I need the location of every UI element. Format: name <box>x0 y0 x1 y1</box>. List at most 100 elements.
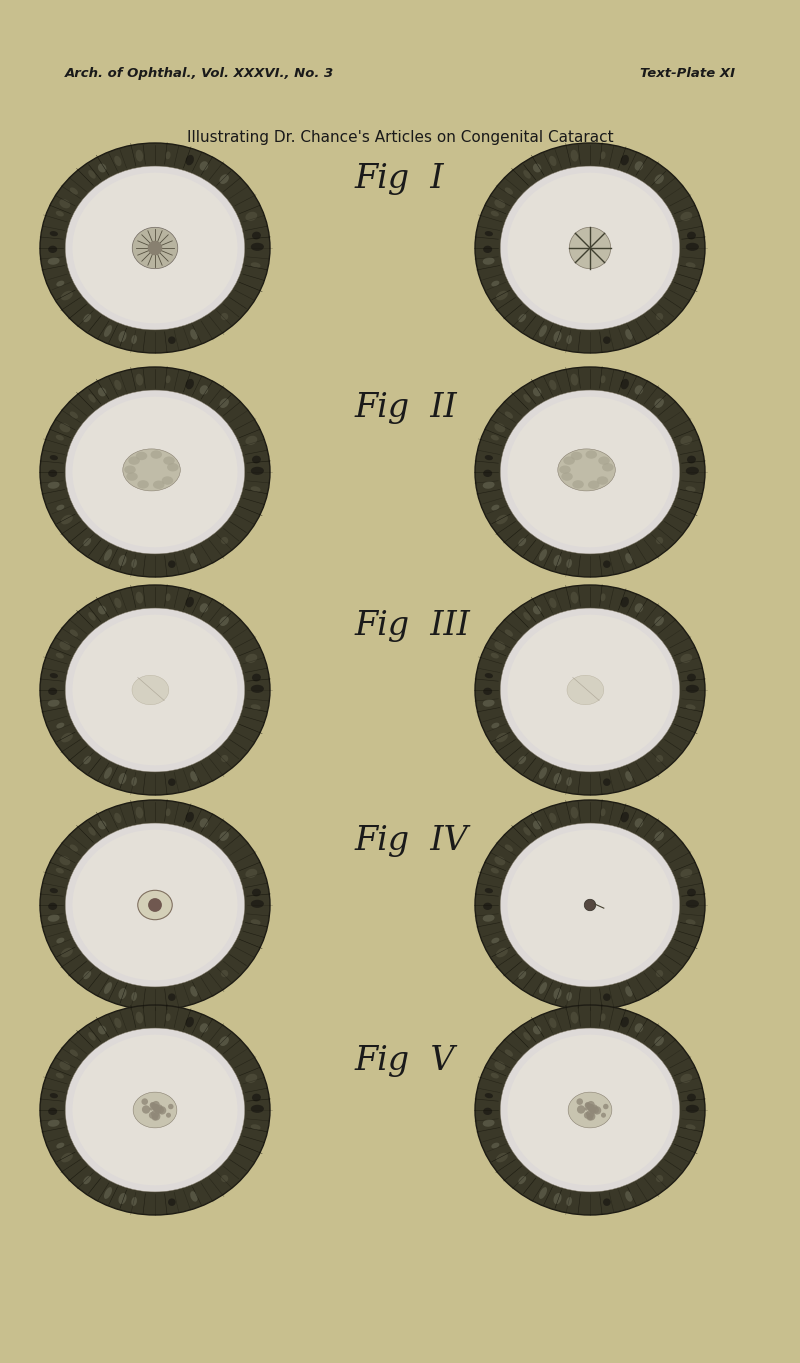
Ellipse shape <box>674 855 682 861</box>
Text: Fig  II: Fig II <box>355 393 458 424</box>
Ellipse shape <box>118 1193 126 1204</box>
Ellipse shape <box>167 463 178 472</box>
Circle shape <box>153 1105 160 1112</box>
Ellipse shape <box>680 211 692 221</box>
Ellipse shape <box>136 1011 143 1024</box>
Ellipse shape <box>675 286 686 296</box>
Ellipse shape <box>73 305 84 316</box>
Ellipse shape <box>219 398 229 408</box>
Ellipse shape <box>686 1105 699 1112</box>
Ellipse shape <box>523 1032 530 1040</box>
Ellipse shape <box>48 1108 57 1115</box>
Ellipse shape <box>475 800 705 1010</box>
Ellipse shape <box>583 151 591 158</box>
Ellipse shape <box>138 480 149 488</box>
Ellipse shape <box>166 375 170 383</box>
Circle shape <box>150 1103 156 1108</box>
Ellipse shape <box>73 830 238 980</box>
Ellipse shape <box>166 1013 170 1021</box>
Ellipse shape <box>73 1167 84 1178</box>
Ellipse shape <box>162 476 174 485</box>
Ellipse shape <box>475 367 705 577</box>
Ellipse shape <box>88 827 96 836</box>
Ellipse shape <box>625 1191 633 1202</box>
Ellipse shape <box>674 1059 682 1067</box>
Ellipse shape <box>59 641 70 650</box>
Ellipse shape <box>73 747 84 758</box>
Ellipse shape <box>600 151 606 159</box>
Ellipse shape <box>239 639 247 646</box>
Ellipse shape <box>674 639 682 646</box>
Ellipse shape <box>131 1197 137 1206</box>
Ellipse shape <box>598 457 610 465</box>
Ellipse shape <box>149 151 157 158</box>
Ellipse shape <box>48 1119 59 1127</box>
Ellipse shape <box>250 262 261 269</box>
Ellipse shape <box>549 1018 557 1028</box>
Circle shape <box>166 1112 171 1118</box>
Ellipse shape <box>625 553 633 564</box>
Ellipse shape <box>494 423 506 432</box>
Circle shape <box>152 1112 160 1120</box>
Ellipse shape <box>621 155 629 165</box>
Ellipse shape <box>239 198 247 204</box>
Ellipse shape <box>61 515 73 525</box>
Ellipse shape <box>475 585 705 795</box>
Ellipse shape <box>240 510 251 519</box>
Ellipse shape <box>66 390 245 553</box>
Ellipse shape <box>200 386 208 395</box>
Ellipse shape <box>485 889 493 893</box>
Ellipse shape <box>98 605 106 615</box>
Ellipse shape <box>507 830 673 980</box>
Ellipse shape <box>600 1013 606 1021</box>
Ellipse shape <box>568 1092 612 1127</box>
Ellipse shape <box>48 915 59 921</box>
Ellipse shape <box>250 705 261 710</box>
Ellipse shape <box>554 555 562 566</box>
Ellipse shape <box>570 592 578 604</box>
Ellipse shape <box>232 526 239 533</box>
Ellipse shape <box>508 962 519 973</box>
Ellipse shape <box>40 800 270 1010</box>
Ellipse shape <box>583 375 591 383</box>
Ellipse shape <box>83 313 91 322</box>
Ellipse shape <box>563 457 575 465</box>
Ellipse shape <box>674 198 682 204</box>
Ellipse shape <box>567 675 604 705</box>
Ellipse shape <box>491 938 499 943</box>
Ellipse shape <box>654 398 664 408</box>
Ellipse shape <box>131 992 137 1000</box>
Ellipse shape <box>221 1175 228 1182</box>
Ellipse shape <box>518 970 526 979</box>
Ellipse shape <box>586 562 595 570</box>
Ellipse shape <box>666 303 674 309</box>
Ellipse shape <box>634 386 643 395</box>
Ellipse shape <box>48 258 59 264</box>
Ellipse shape <box>151 562 160 570</box>
Ellipse shape <box>83 1176 91 1184</box>
Ellipse shape <box>114 380 122 390</box>
Circle shape <box>577 1105 586 1114</box>
Ellipse shape <box>245 936 255 945</box>
Ellipse shape <box>48 470 57 477</box>
Ellipse shape <box>73 397 238 548</box>
Ellipse shape <box>507 615 673 766</box>
Ellipse shape <box>656 313 663 320</box>
Ellipse shape <box>131 335 137 343</box>
Ellipse shape <box>583 808 591 815</box>
Ellipse shape <box>56 868 64 874</box>
Ellipse shape <box>686 900 699 908</box>
Ellipse shape <box>136 592 143 604</box>
Ellipse shape <box>66 608 245 771</box>
Ellipse shape <box>675 943 686 953</box>
Ellipse shape <box>559 465 570 474</box>
Ellipse shape <box>250 243 264 251</box>
Circle shape <box>586 1114 593 1120</box>
Ellipse shape <box>687 455 696 463</box>
Ellipse shape <box>680 868 692 878</box>
Ellipse shape <box>66 166 245 330</box>
Ellipse shape <box>570 451 582 461</box>
Ellipse shape <box>475 1005 705 1214</box>
Ellipse shape <box>118 555 126 566</box>
Ellipse shape <box>603 778 610 786</box>
